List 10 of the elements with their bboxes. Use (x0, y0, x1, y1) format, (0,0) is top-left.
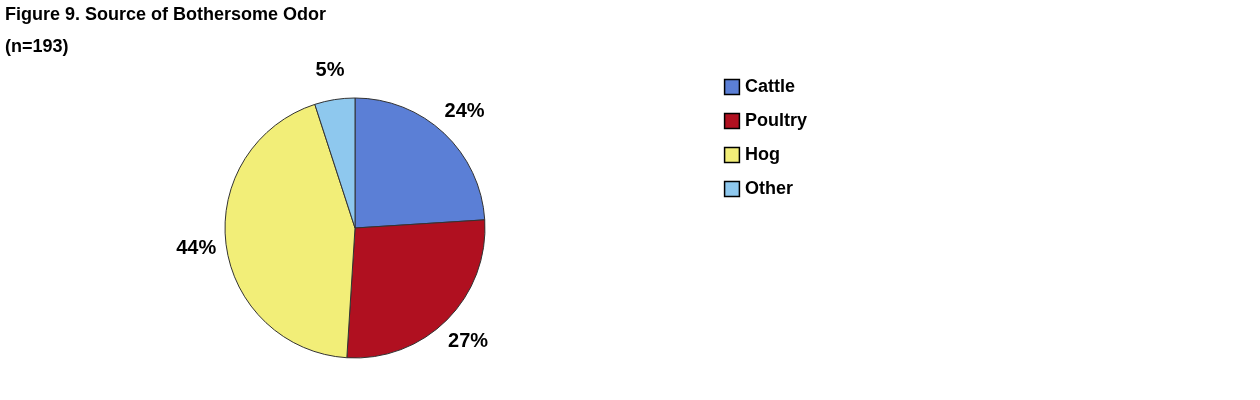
legend-label: Cattle (745, 76, 796, 96)
legend-label: Poultry (745, 110, 808, 130)
data-label: 24% (444, 99, 485, 122)
legend-label: Hog (745, 144, 780, 164)
data-label: 27% (448, 329, 489, 352)
data-label: 5% (315, 57, 345, 80)
chart-title: Figure 9. Source of Bothersome Odor (5, 3, 327, 24)
data-label: 44% (176, 236, 217, 259)
chart-subtitle: (n=193) (5, 35, 69, 56)
legend-label: Other (745, 178, 794, 198)
